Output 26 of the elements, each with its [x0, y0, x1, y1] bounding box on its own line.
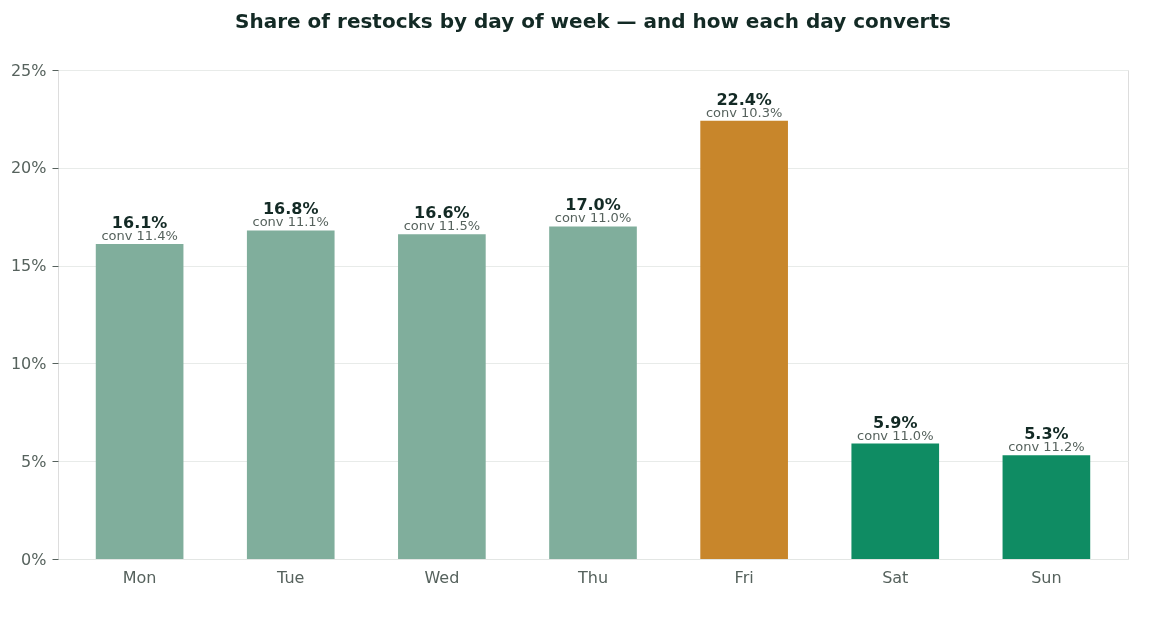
x-tick-label: Mon: [122, 567, 157, 587]
annotation: conv 11.5%: [403, 218, 481, 234]
annotation: conv 11.1%: [252, 214, 329, 230]
bar: [95, 244, 184, 559]
y-tick-label: 5%: [21, 451, 47, 471]
bar: [700, 120, 788, 559]
x-tick-label: Fri: [734, 567, 754, 587]
x-tick-label: Wed: [424, 567, 460, 587]
bar: [398, 234, 486, 559]
x-tick-label: Tue: [276, 567, 305, 587]
x-tick-label: Sun: [1031, 567, 1062, 587]
bar: [1002, 455, 1091, 559]
y-tick-label: 15%: [10, 256, 47, 276]
annotation: conv 11.2%: [1008, 439, 1085, 455]
annotation: conv 11.0%: [554, 210, 632, 226]
y-tick-label: 0%: [21, 549, 47, 569]
annotation: conv 11.4%: [101, 228, 178, 244]
y-tick-label: 20%: [10, 158, 47, 178]
bar: [246, 230, 335, 559]
bar: [851, 443, 940, 559]
x-tick-label: Sat: [882, 567, 909, 587]
y-tick-label: 25%: [10, 60, 47, 80]
chart-title: Share of restocks by day of week — and how each day converts: [235, 9, 951, 33]
bar: [549, 226, 637, 559]
y-tick-label: 10%: [10, 353, 47, 373]
x-tick-label: Thu: [576, 567, 609, 587]
